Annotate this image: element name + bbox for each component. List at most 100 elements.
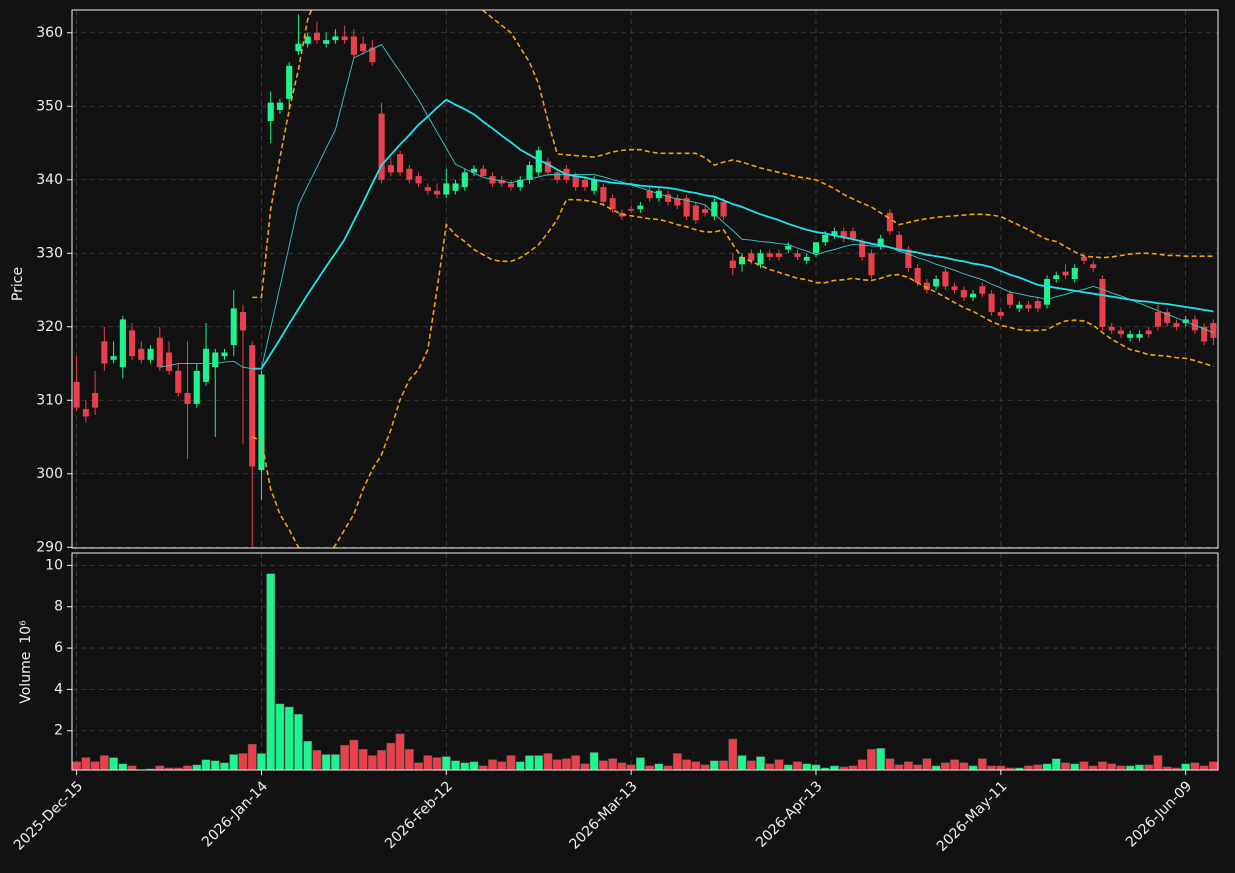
volume-bar <box>220 762 229 770</box>
volume-bar <box>81 757 91 770</box>
volume-bar <box>173 767 183 770</box>
volume-bar <box>210 760 220 770</box>
volume-bar <box>876 748 886 770</box>
volume-plot <box>72 573 1218 770</box>
candle-body <box>979 286 986 294</box>
volume-bar <box>155 765 165 770</box>
volume-bar <box>1098 761 1107 770</box>
candle-body <box>535 150 542 173</box>
volume-bar <box>312 750 322 770</box>
volume-bar <box>885 758 895 770</box>
candle-body <box>544 161 552 173</box>
volume-bar <box>617 762 627 770</box>
candle-body <box>812 242 820 254</box>
volume-bar <box>663 765 673 770</box>
volume-bar <box>913 764 923 770</box>
volume-bar <box>608 758 618 770</box>
y-tick-label: 310 <box>36 392 63 408</box>
candle-body <box>886 212 893 232</box>
volume-bar <box>386 742 396 770</box>
volume-bar <box>903 761 913 770</box>
candle-body <box>461 172 468 188</box>
volume-bar <box>349 739 359 770</box>
volume-bar <box>497 761 507 770</box>
volume-bar <box>719 760 728 770</box>
candle-body <box>554 172 561 180</box>
candle-body <box>572 176 579 188</box>
volume-bar <box>321 754 331 770</box>
candle-body <box>822 234 829 243</box>
candle-body <box>230 308 237 346</box>
volume-bar <box>460 762 470 770</box>
volume-bar <box>580 763 590 770</box>
volume-bar <box>700 764 710 770</box>
volume-bar <box>1033 764 1043 770</box>
candle-body <box>905 249 912 268</box>
candle-body <box>258 374 265 471</box>
volume-bar <box>377 750 387 770</box>
volume-bar <box>330 754 340 770</box>
volume-bar <box>201 759 211 770</box>
volume-bar <box>469 761 479 770</box>
volume-bar <box>1024 765 1033 770</box>
volume-bar <box>358 749 368 770</box>
candle-body <box>581 179 588 188</box>
candle-body <box>1108 326 1115 331</box>
candle-body <box>646 190 653 199</box>
y-tick-label: 290 <box>36 539 63 555</box>
volume-bar <box>672 753 682 770</box>
y-tick-label: 320 <box>36 319 63 335</box>
candle-body <box>110 356 117 360</box>
volume-bar <box>728 738 738 770</box>
volume-bar <box>118 763 128 770</box>
candle-body <box>1099 279 1106 327</box>
candle-body <box>480 168 487 177</box>
candle-body <box>748 253 755 261</box>
volume-bar <box>515 761 525 770</box>
volume-axis-label: Volume 10⁶ <box>18 620 34 704</box>
candle-body <box>267 102 274 121</box>
volume-bar <box>802 763 812 770</box>
candle-body <box>101 341 108 364</box>
volume-bar <box>238 753 248 770</box>
candle-body <box>702 209 709 213</box>
candle-body <box>794 253 801 257</box>
volume-bar <box>626 764 636 770</box>
volume-bar <box>266 573 276 770</box>
volume-bar <box>950 759 960 770</box>
volume-bar <box>959 762 969 770</box>
volume-bar <box>1125 765 1135 770</box>
volume-bar <box>987 765 996 770</box>
y-tick-label: 10 <box>45 557 63 573</box>
volume-bar <box>968 765 978 770</box>
volume-bar <box>756 756 765 770</box>
candle-body <box>1173 323 1180 327</box>
candle-body <box>360 43 367 52</box>
volume-bar <box>571 755 581 770</box>
volume-bar <box>709 760 719 770</box>
candle-body <box>470 168 478 173</box>
candle-body <box>609 198 616 210</box>
candle-body <box>295 43 302 52</box>
candle-body <box>147 348 154 360</box>
volume-bar <box>839 766 849 770</box>
volume-bar <box>635 757 645 770</box>
candle-body <box>175 370 182 393</box>
candle-body <box>738 256 746 265</box>
candle-body <box>526 165 533 180</box>
volume-bar <box>682 759 691 770</box>
candle-body <box>775 253 783 257</box>
candle-body <box>138 348 145 360</box>
candle-body <box>387 165 394 173</box>
candle-body <box>489 176 496 184</box>
candle-body <box>415 176 422 184</box>
candle-body <box>286 65 293 99</box>
volume-bar <box>848 765 858 770</box>
y-tick-label: 340 <box>36 172 63 188</box>
candle-body <box>1034 301 1041 309</box>
x-tick-label: 2026-Jan-14 <box>199 778 271 850</box>
y-tick-label: 2 <box>54 723 63 739</box>
volume-bar <box>109 757 118 770</box>
volume-bar <box>1181 763 1191 770</box>
